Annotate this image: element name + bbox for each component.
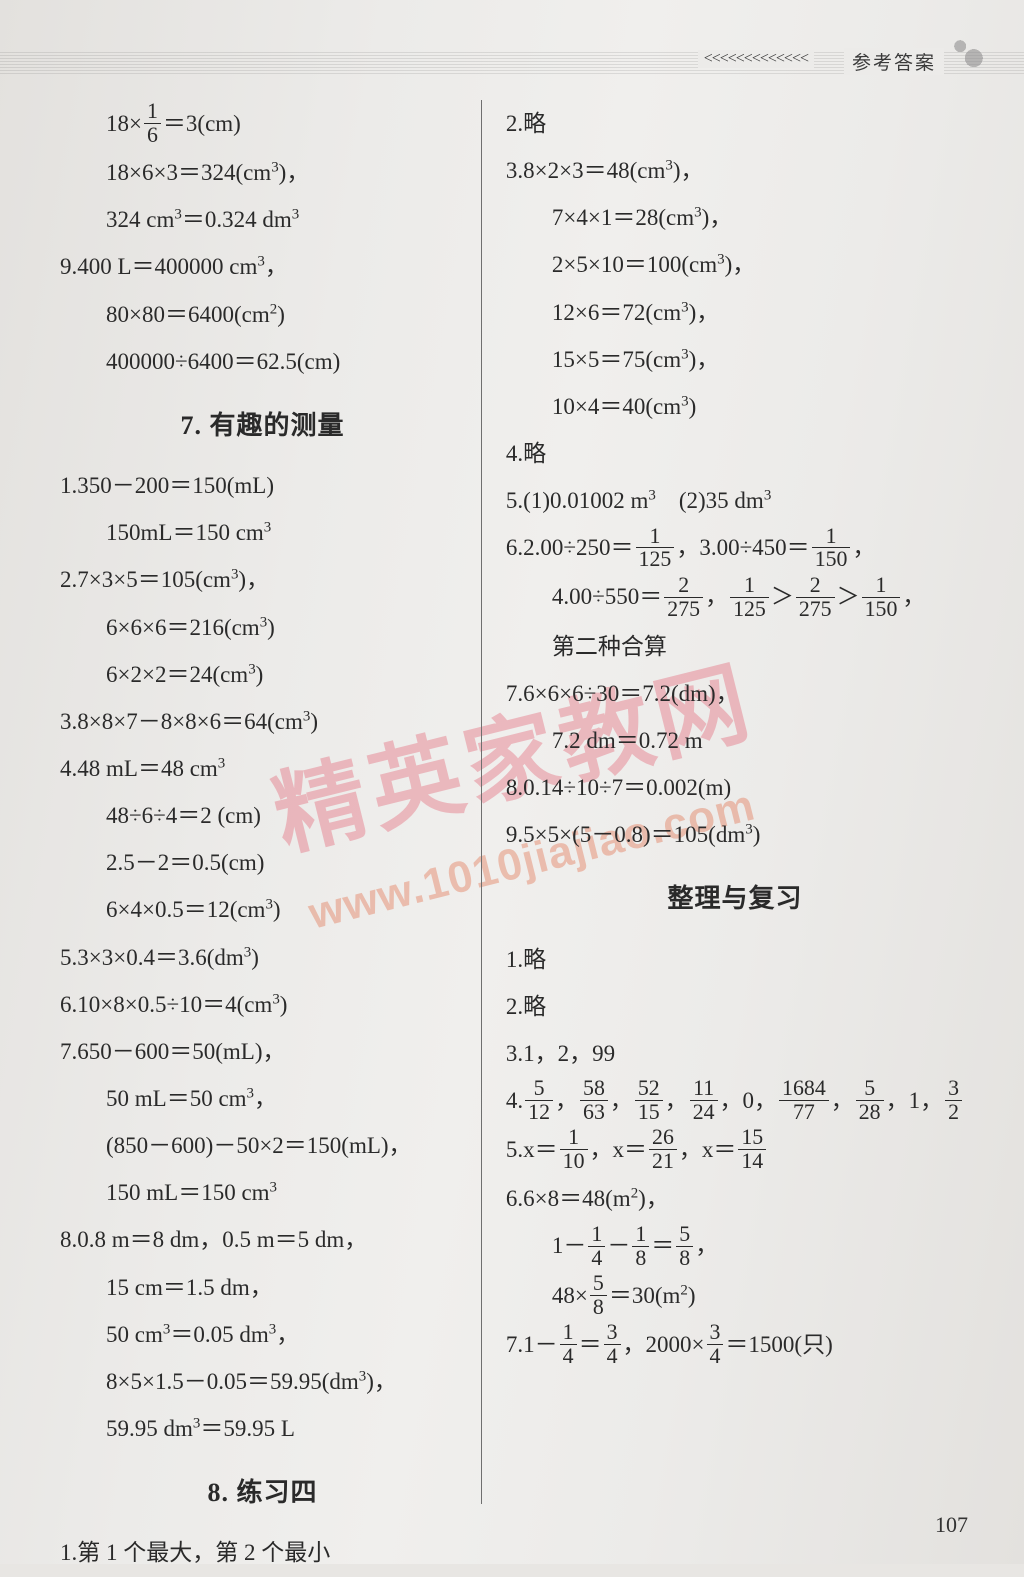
answer-item-cont: 48×58＝30(m2)	[506, 1272, 964, 1321]
answer-item-cont: 59.95 dm3＝59.95 L	[60, 1405, 465, 1452]
answer-item: 6.10×8×0.5÷10＝4(cm3)	[60, 981, 465, 1028]
right-column: 2.略3.8×2×3＝48(cm3)，7×4×1＝28(cm3)，2×5×10＝…	[481, 100, 974, 1504]
answer-item: 8.0.14÷10÷7＝0.002(m)	[506, 764, 964, 811]
answer-item: 7.6×6×6÷30＝7.2(dm)，	[506, 670, 964, 717]
answer-item-cont: 8×5×1.5－0.05＝59.95(dm3)，	[60, 1358, 465, 1405]
answer-item-cont: 12×6＝72(cm3)，	[506, 289, 964, 336]
section-title: 整理与复习	[506, 872, 964, 925]
answer-item-cont: 150 mL＝150 cm3	[60, 1169, 465, 1216]
answer-item: 2.7×3×5＝105(cm3)，	[60, 556, 465, 603]
answer-item: 1.略	[506, 936, 964, 983]
answer-item: 5.x＝110，x＝2621，x＝1514	[506, 1126, 964, 1175]
header-arrows: <<<<<<<<<<<<<	[698, 50, 814, 68]
answer-item-cont: 6×4×0.5＝12(cm3)	[60, 886, 465, 933]
answer-item: 3.8×8×7－8×8×6＝64(cm3)	[60, 698, 465, 745]
answer-item-cont: 6×2×2＝24(cm3)	[60, 651, 465, 698]
answer-item-cont: 7.2 dm＝0.72 m	[506, 717, 964, 764]
answer-item: 2.略	[506, 100, 964, 147]
answer-item-cont: 48÷6÷4＝2 (cm)	[60, 792, 465, 839]
answer-item-cont: 10×4＝40(cm3)	[506, 383, 964, 430]
answer-item: 7.1－14＝34，2000×34＝1500(只)	[506, 1321, 964, 1370]
answer-item: 7.650－600＝50(mL)，	[60, 1028, 465, 1075]
header-label: 参考答案	[844, 48, 944, 75]
mascot-icon	[950, 36, 984, 70]
answer-item-cont: 400000÷6400＝62.5(cm)	[60, 338, 465, 385]
answer-item: 9.5×5×(5－0.8)＝105(dm3)	[506, 811, 964, 858]
answer-item-cont: 2.5－2＝0.5(cm)	[60, 839, 465, 886]
answer-item: 1.350－200＝150(mL)	[60, 462, 465, 509]
answer-item: 3.1，2，99	[506, 1030, 964, 1077]
answer-item-cont: 15 cm＝1.5 dm，	[60, 1264, 465, 1311]
answer-item: 8.0.8 m＝8 dm，0.5 m＝5 dm，	[60, 1216, 465, 1263]
page-root: <<<<<<<<<<<<< 参考答案 精英家教网 www.1010jiajiao…	[0, 0, 1024, 1564]
answer-item-cont: 324 cm3＝0.324 dm3	[60, 196, 465, 243]
answer-item: 9.400 L＝400000 cm3，	[60, 243, 465, 290]
answer-item-cont: 15×5＝75(cm3)，	[506, 336, 964, 383]
answer-item-cont: 18×16＝3(cm)	[60, 100, 465, 149]
answer-item-cont: 80×80＝6400(cm2)	[60, 291, 465, 338]
answer-item: 1.第 1 个最大，第 2 个最小	[60, 1529, 465, 1576]
answer-item: 4.略	[506, 430, 964, 477]
left-column: 18×16＝3(cm)18×6×3＝324(cm3)，324 cm3＝0.324…	[50, 100, 481, 1504]
answer-item: 5.3×3×0.4＝3.6(dm3)	[60, 934, 465, 981]
answer-item-cont: 50 mL＝50 cm3，	[60, 1075, 465, 1122]
answer-item-cont: 7×4×1＝28(cm3)，	[506, 194, 964, 241]
answer-item-cont: 4.00÷550＝2275，1125＞2275＞1150，	[506, 573, 964, 622]
answer-item-cont: 第二种合算	[506, 623, 964, 670]
page-number: 107	[935, 1512, 968, 1538]
answer-item: 6.6×8＝48(m2)，	[506, 1175, 964, 1222]
answer-item-cont: 50 cm3＝0.05 dm3，	[60, 1311, 465, 1358]
answer-item: 3.8×2×3＝48(cm3)，	[506, 147, 964, 194]
answer-item: 5.(1)0.01002 m3 (2)35 dm3	[506, 477, 964, 524]
two-column-layout: 18×16＝3(cm)18×6×3＝324(cm3)，324 cm3＝0.324…	[50, 100, 974, 1504]
answer-item: 4.48 mL＝48 cm3	[60, 745, 465, 792]
answer-item-cont: (850－600)－50×2＝150(mL)，	[60, 1122, 465, 1169]
answer-item-cont: 150mL＝150 cm3	[60, 509, 465, 556]
answer-item-cont: 18×6×3＝324(cm3)，	[60, 149, 465, 196]
section-title: 7. 有趣的测量	[60, 399, 465, 452]
answer-item-cont: 2×5×10＝100(cm3)，	[506, 241, 964, 288]
answer-item-cont: 6×6×6＝216(cm3)	[60, 604, 465, 651]
answer-item: 4.512，5863，5215，1124，0，168477，528，1，32	[506, 1077, 964, 1126]
answer-item-cont: 1－14－18＝58，	[506, 1222, 964, 1271]
answer-item: 2.略	[506, 983, 964, 1030]
answer-item: 6.2.00÷250＝1125，3.00÷450＝1150，	[506, 524, 964, 573]
section-title: 8. 练习四	[60, 1466, 465, 1519]
